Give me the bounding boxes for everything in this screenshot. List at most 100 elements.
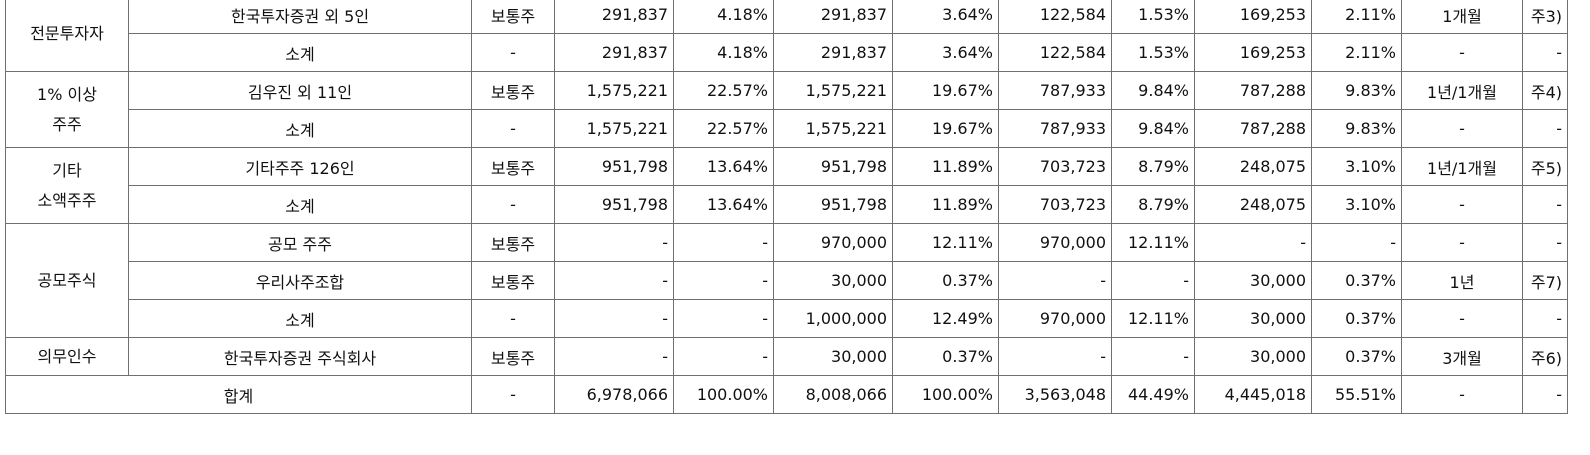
note: 주4) — [1522, 71, 1568, 110]
cell-bp: 12.49% — [892, 299, 999, 338]
note: - — [1522, 109, 1568, 148]
cell-ap: 4.18% — [673, 33, 774, 72]
lockup-period: - — [1401, 223, 1523, 262]
cell-bp: 19.67% — [892, 109, 999, 148]
cell-ap: 22.57% — [673, 109, 774, 148]
cell-cp: 44.49% — [1111, 375, 1195, 414]
cell-bp: 100.00% — [892, 375, 999, 414]
cell-cp: 8.79% — [1111, 147, 1195, 186]
cell-bp: 11.89% — [892, 185, 999, 224]
note: 주6) — [1522, 337, 1568, 376]
share-type: - — [471, 33, 555, 72]
cell-d: 787,288 — [1194, 71, 1312, 110]
lockup-period: 1년 — [1401, 261, 1523, 300]
cell-c: 3,563,048 — [998, 375, 1112, 414]
cell-ap: 100.00% — [673, 375, 774, 414]
cell-dp: - — [1311, 223, 1402, 262]
cell-b: 1,575,221 — [773, 109, 893, 148]
cell-cp: 12.11% — [1111, 223, 1195, 262]
cell-d: 4,445,018 — [1194, 375, 1312, 414]
group-label: 1% 이상 주주 — [5, 71, 129, 148]
table-row: 소계 - - - 1,000,000 12.49% 970,000 12.11%… — [6, 299, 1568, 338]
cell-a: 1,575,221 — [554, 109, 674, 148]
lockup-period: - — [1401, 33, 1523, 72]
holder-name: 소계 — [128, 33, 472, 72]
lockup-period: - — [1401, 375, 1523, 414]
cell-ap: 13.64% — [673, 185, 774, 224]
cell-cp: 8.79% — [1111, 185, 1195, 224]
cell-dp: 55.51% — [1311, 375, 1402, 414]
cell-a: 291,837 — [554, 0, 674, 34]
share-type: - — [471, 109, 555, 148]
share-type: 보통주 — [471, 71, 555, 110]
cell-dp: 3.10% — [1311, 147, 1402, 186]
table-row: 기타 소액주주 기타주주 126인 보통주 951,798 13.64% 951,… — [5, 147, 1568, 224]
cell-ap: - — [673, 299, 774, 338]
table-row: 1% 이상 주주 김우진 외 11인 보통주 1,575,221 22.57% 1… — [5, 71, 1568, 148]
cell-b: 8,008,066 — [773, 375, 893, 414]
group-label: 의무인수 — [5, 337, 129, 376]
cell-c: - — [998, 337, 1112, 376]
cell-cp: 9.84% — [1111, 109, 1195, 148]
cell-bp: 11.89% — [892, 147, 999, 186]
share-type: 보통주 — [471, 261, 555, 300]
cell-b: 951,798 — [773, 147, 893, 186]
group-label-line2: 소액주주 — [37, 190, 97, 210]
share-type: 보통주 — [471, 337, 555, 376]
cell-a: 291,837 — [554, 33, 674, 72]
cell-a: 951,798 — [554, 147, 674, 186]
cell-d: 30,000 — [1194, 261, 1312, 300]
table-row-total: 합계 - 6,978,066 100.00% 8,008,066 100.00%… — [5, 375, 1568, 414]
cell-b: 30,000 — [773, 337, 893, 376]
cell-cp: - — [1111, 337, 1195, 376]
group-label: 전문투자자 — [5, 0, 129, 72]
cell-a: - — [554, 337, 674, 376]
cell-bp: 12.11% — [892, 223, 999, 262]
cell-a: - — [554, 261, 674, 300]
table-row: 소계 - 291,837 4.18% 291,837 3.64% 122,584… — [6, 33, 1568, 72]
cell-dp: 2.11% — [1311, 33, 1402, 72]
note: 주5) — [1522, 147, 1568, 186]
lockup-period: 1년/1개월 — [1401, 71, 1523, 110]
cell-cp: 1.53% — [1111, 0, 1195, 34]
cell-b: 951,798 — [773, 185, 893, 224]
group-label-line1: 기타 — [52, 160, 82, 180]
cell-dp: 3.10% — [1311, 185, 1402, 224]
lockup-period: - — [1401, 185, 1523, 224]
cell-a: - — [554, 223, 674, 262]
total-label: 합계 — [5, 375, 472, 414]
holder-name: 소계 — [128, 299, 472, 338]
cell-b: 30,000 — [773, 261, 893, 300]
cell-dp: 0.37% — [1311, 337, 1402, 376]
cell-dp: 0.37% — [1311, 299, 1402, 338]
cell-c: 122,584 — [998, 33, 1112, 72]
cell-ap: - — [673, 337, 774, 376]
share-type: - — [471, 185, 555, 224]
cell-b: 1,575,221 — [773, 71, 893, 110]
cell-d: 30,000 — [1194, 299, 1312, 338]
cell-ap: 4.18% — [673, 0, 774, 34]
holder-name: 한국투자증권 외 5인 — [128, 0, 472, 34]
holder-name: 공모 주주 — [128, 223, 472, 262]
note: - — [1522, 299, 1568, 338]
cell-a: 951,798 — [554, 185, 674, 224]
cell-dp: 0.37% — [1311, 261, 1402, 300]
shareholding-table: 전문투자자 한국투자증권 외 5인 보통주 291,837 4.18% 291,… — [5, 0, 1568, 414]
cell-dp: 2.11% — [1311, 0, 1402, 34]
group-label-line1: 1% 이상 — [37, 84, 97, 104]
holder-name: 소계 — [128, 185, 472, 224]
cell-cp: - — [1111, 261, 1195, 300]
cell-a: 1,575,221 — [554, 71, 674, 110]
cell-a: 6,978,066 — [554, 375, 674, 414]
share-type: 보통주 — [471, 0, 555, 34]
table-row: 의무인수 한국투자증권 주식회사 보통주 - - 30,000 0.37% - … — [5, 337, 1568, 376]
share-type: - — [471, 375, 555, 414]
cell-d: - — [1194, 223, 1312, 262]
holder-name: 한국투자증권 주식회사 — [128, 337, 472, 376]
cell-bp: 19.67% — [892, 71, 999, 110]
cell-dp: 9.83% — [1311, 109, 1402, 148]
cell-c: 703,723 — [998, 147, 1112, 186]
cell-cp: 1.53% — [1111, 33, 1195, 72]
table-row: 우리사주조합 보통주 - - 30,000 0.37% - - 30,000 0… — [6, 261, 1568, 300]
cell-b: 970,000 — [773, 223, 893, 262]
